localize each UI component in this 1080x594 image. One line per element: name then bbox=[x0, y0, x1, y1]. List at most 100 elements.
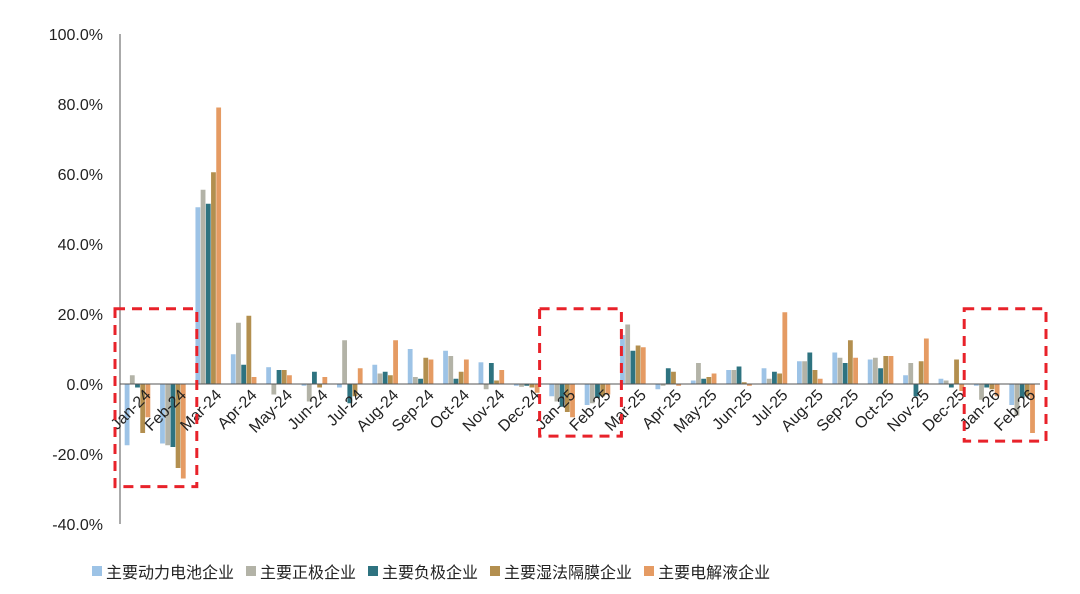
bar bbox=[251, 377, 257, 384]
bar bbox=[387, 375, 393, 384]
highlight-box-jan-feb-2025 bbox=[538, 307, 623, 438]
bar bbox=[200, 189, 206, 384]
bar bbox=[655, 384, 661, 390]
bar bbox=[372, 364, 378, 384]
bar bbox=[281, 370, 287, 384]
bar bbox=[595, 384, 600, 398]
bar bbox=[620, 335, 625, 384]
bar bbox=[124, 384, 130, 446]
bar bbox=[529, 384, 535, 388]
bar bbox=[872, 357, 878, 384]
bar bbox=[1014, 384, 1020, 416]
bar bbox=[938, 378, 944, 384]
legend-item: 主要正极企业 bbox=[246, 559, 356, 583]
bar bbox=[837, 357, 843, 384]
bar bbox=[483, 384, 489, 390]
bar bbox=[948, 384, 954, 388]
bar bbox=[853, 357, 858, 384]
bar bbox=[635, 345, 641, 384]
bar bbox=[519, 384, 524, 387]
bar bbox=[317, 384, 323, 388]
bar bbox=[195, 207, 201, 384]
y-tick-label: 40.0% bbox=[58, 237, 103, 254]
bar bbox=[589, 384, 595, 404]
bar bbox=[301, 384, 307, 386]
bar bbox=[1024, 384, 1030, 397]
bar bbox=[393, 340, 398, 384]
bar bbox=[418, 378, 423, 384]
bar bbox=[276, 370, 282, 384]
bar bbox=[488, 363, 494, 384]
bar bbox=[412, 377, 418, 384]
bar bbox=[671, 371, 676, 384]
bar bbox=[731, 370, 737, 384]
bar bbox=[878, 368, 883, 384]
bar bbox=[423, 357, 429, 384]
bar bbox=[205, 203, 211, 384]
bar bbox=[129, 375, 135, 384]
legend-label: 主要正极企业 bbox=[260, 563, 357, 582]
bar bbox=[306, 384, 312, 402]
bar bbox=[1019, 384, 1025, 398]
legend-swatch bbox=[92, 566, 102, 576]
bar bbox=[230, 354, 236, 384]
bar bbox=[832, 352, 838, 384]
bar bbox=[352, 384, 358, 397]
bar bbox=[777, 373, 783, 384]
bar bbox=[564, 384, 570, 412]
bar bbox=[605, 384, 611, 395]
y-tick-label: -20.0% bbox=[52, 447, 103, 464]
bar bbox=[676, 384, 682, 386]
bar bbox=[630, 350, 636, 384]
legend-label: 主要动力电池企业 bbox=[106, 563, 235, 582]
bar bbox=[1009, 384, 1015, 405]
bar bbox=[782, 312, 788, 384]
bar bbox=[888, 356, 894, 384]
bar bbox=[979, 384, 984, 400]
bar bbox=[665, 368, 671, 384]
bar bbox=[1030, 384, 1035, 433]
bar bbox=[180, 384, 186, 479]
bar bbox=[559, 384, 565, 407]
legend-item: 主要电解液企业 bbox=[644, 559, 770, 583]
bar bbox=[287, 375, 292, 384]
bar bbox=[448, 356, 454, 384]
bar bbox=[271, 384, 277, 395]
y-tick-label: -40.0% bbox=[52, 517, 103, 534]
legend-item: 主要动力电池企业 bbox=[92, 559, 234, 583]
bar bbox=[640, 347, 646, 384]
bar bbox=[701, 378, 707, 384]
bar bbox=[736, 366, 742, 384]
legend-swatch bbox=[368, 566, 379, 576]
bar bbox=[842, 363, 848, 384]
bar bbox=[175, 384, 181, 468]
bar bbox=[463, 359, 469, 384]
bar bbox=[766, 378, 772, 384]
bar bbox=[342, 340, 347, 384]
bar bbox=[443, 350, 448, 384]
y-tick-label: 60.0% bbox=[58, 167, 103, 184]
bar bbox=[772, 371, 777, 384]
x-tick-label: Jun-25 bbox=[709, 387, 756, 434]
bar bbox=[726, 370, 732, 384]
bar bbox=[918, 361, 924, 384]
bar bbox=[973, 384, 979, 386]
bar bbox=[499, 370, 505, 384]
bar bbox=[382, 371, 388, 384]
bar bbox=[357, 368, 363, 384]
bar bbox=[741, 382, 747, 384]
legend-swatch bbox=[644, 566, 655, 576]
legend-item: 主要湿法隔膜企业 bbox=[490, 559, 632, 583]
bar bbox=[246, 315, 252, 384]
bar bbox=[812, 370, 818, 384]
bar bbox=[160, 384, 165, 444]
bar bbox=[847, 340, 853, 384]
bar bbox=[236, 322, 241, 384]
legend-label: 主要负极企业 bbox=[382, 563, 479, 582]
bar bbox=[747, 384, 752, 386]
bar bbox=[570, 384, 575, 418]
highlight-box-jan-feb-2024 bbox=[113, 307, 199, 489]
bar bbox=[625, 324, 631, 384]
bar bbox=[660, 384, 666, 386]
